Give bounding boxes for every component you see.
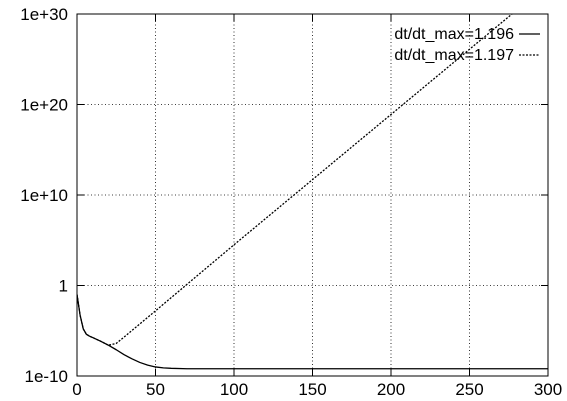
x-tick-label: 0 [72, 380, 81, 399]
y-tick-labels: 1e-10 1 1e+10 1e+20 1e+30 [20, 5, 68, 386]
grid-lines [77, 14, 548, 376]
legend-label: dt/dt_max=1.197 [394, 47, 514, 64]
x-tick-labels: 0 50 100 150 200 250 300 [72, 380, 562, 399]
y-tick-label: 1e+10 [20, 186, 68, 205]
legend: dt/dt_max=1.196 dt/dt_max=1.197 [394, 26, 540, 64]
plot-frame [76, 13, 549, 377]
x-tick-label: 200 [377, 380, 405, 399]
x-tick-label: 100 [220, 380, 248, 399]
y-tick-label: 1 [59, 277, 68, 296]
x-tick-label: 150 [298, 380, 326, 399]
series-lines [77, 14, 548, 370]
y-tick-label: 1e+30 [20, 5, 68, 24]
x-tick-label: 300 [534, 380, 562, 399]
x-tick-label: 50 [146, 380, 165, 399]
y-tick-label: 1e-10 [25, 367, 68, 386]
x-tick-label: 250 [455, 380, 483, 399]
y-tick-label: 1e+20 [20, 96, 68, 115]
series-line-solid [77, 294, 548, 370]
legend-label: dt/dt_max=1.196 [394, 26, 514, 43]
